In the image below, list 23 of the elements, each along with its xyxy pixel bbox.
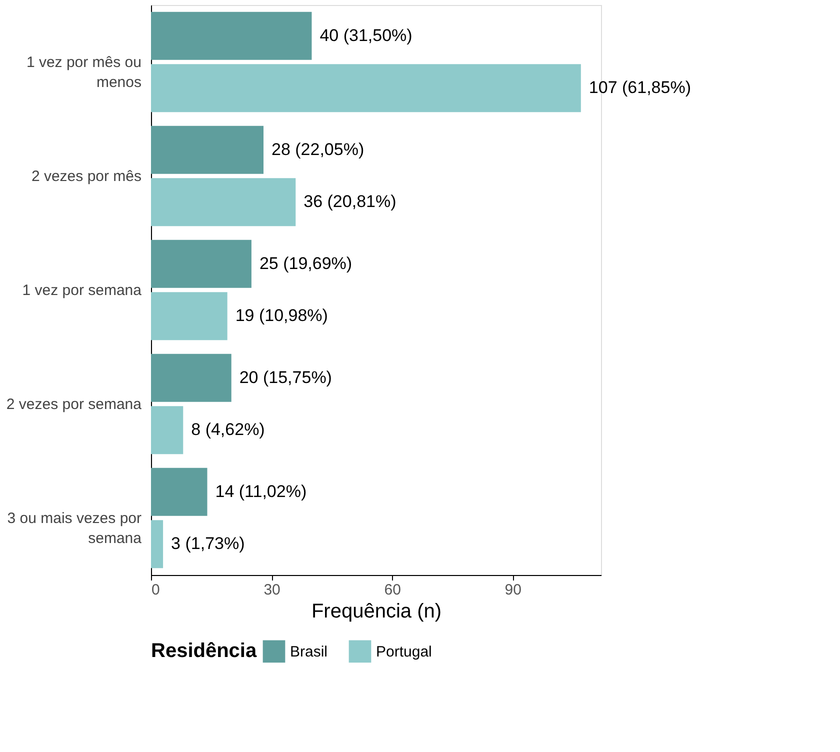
legend-label: Brasil <box>290 643 328 660</box>
data-label: 8 (4,62%) <box>191 420 265 440</box>
y-tick-label: 2 vezes por mês <box>31 168 142 185</box>
x-axis-title: Frequência (n) <box>311 600 442 622</box>
data-label: 19 (10,98%) <box>235 306 328 326</box>
x-tick-label: 0 <box>152 582 160 598</box>
x-tick-label: 90 <box>504 582 522 598</box>
y-tick-label: 3 ou mais vezes por semana <box>7 510 142 547</box>
data-label: 107 (61,85%) <box>588 78 691 98</box>
data-label: 14 (11,02%) <box>215 482 307 501</box>
data-label: 20 (15,75%) <box>239 368 332 387</box>
data-label: 3 (1,73%) <box>171 534 245 554</box>
legend-title: Residência <box>151 640 258 662</box>
y-tick-label: 2 vezes por semana <box>6 396 142 413</box>
x-tick-label: 30 <box>264 582 280 598</box>
legend-label: Portugal <box>376 643 432 660</box>
data-label: 25 (19,69%) <box>259 254 352 273</box>
data-label: 28 (22,05%) <box>272 140 364 159</box>
data-label: 40 (31,50%) <box>320 26 412 45</box>
y-tick-label: 1 vez por mês ou menos <box>26 54 142 91</box>
data-label: 36 (20,81%) <box>304 192 396 212</box>
y-tick-label: 1 vez por semana <box>22 282 142 299</box>
x-tick-label: 60 <box>384 582 401 598</box>
